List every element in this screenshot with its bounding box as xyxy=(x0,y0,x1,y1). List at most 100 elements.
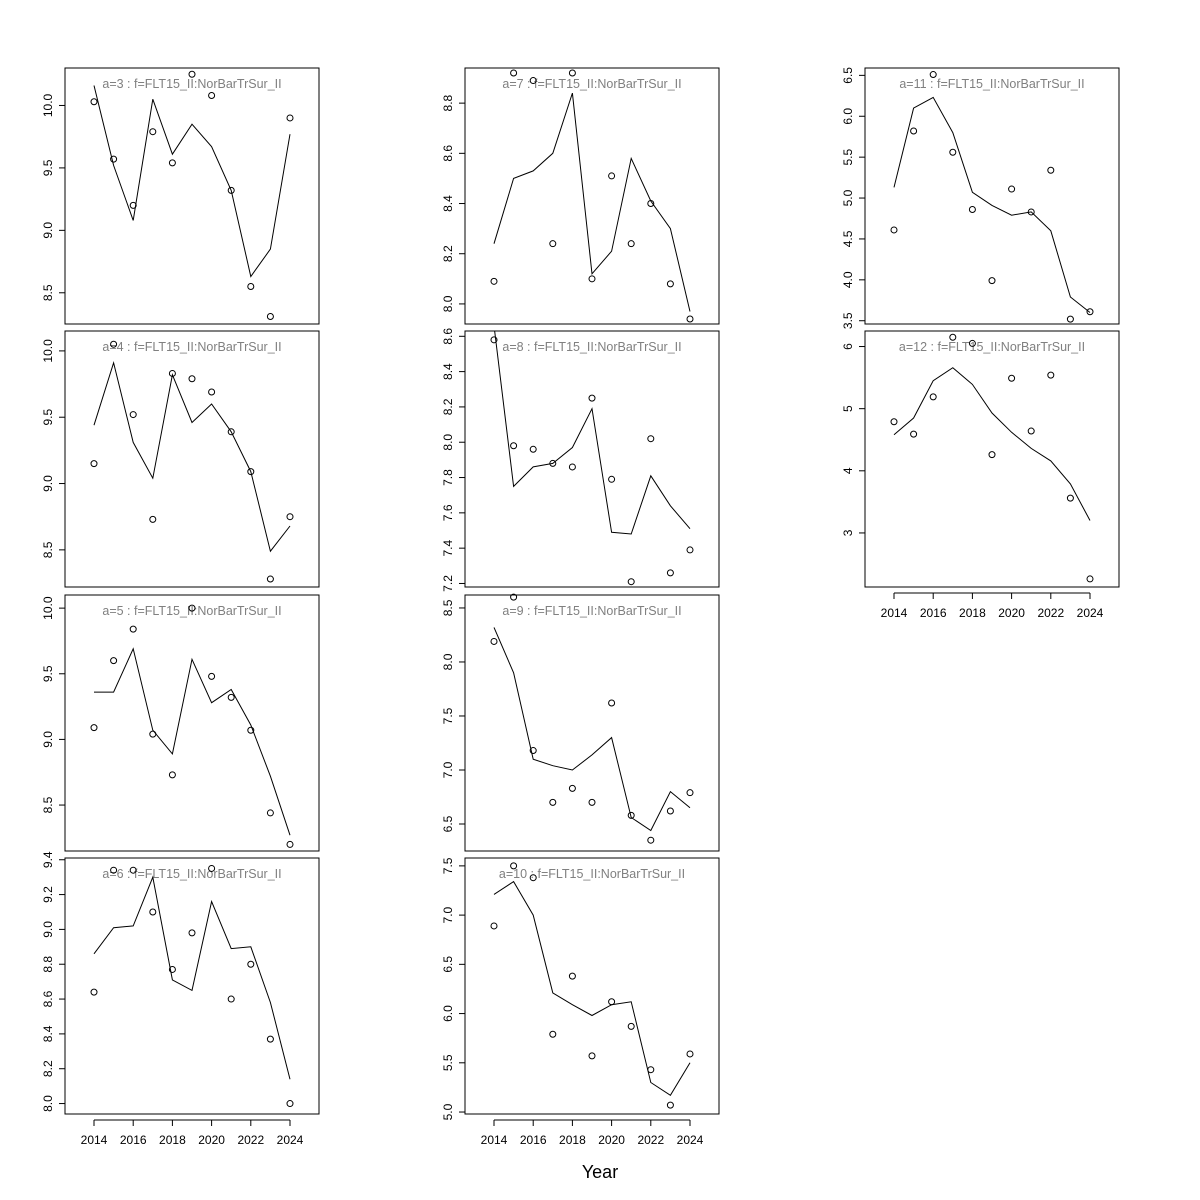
y-tick-label: 5.0 xyxy=(441,1103,455,1120)
observed-point xyxy=(510,862,518,870)
y-tick-label: 5.5 xyxy=(441,1054,455,1071)
x-tick-label: 2016 xyxy=(520,1133,547,1147)
observed-point xyxy=(1047,371,1055,379)
x-tick-label: 2020 xyxy=(198,1133,225,1147)
observed-point xyxy=(129,625,137,633)
y-tick-label: 8.8 xyxy=(441,94,455,111)
observed-point xyxy=(129,866,137,874)
plot-frame xyxy=(464,67,720,325)
panel-title: a=11 : f=FLT15_II:NorBarTrSur_II xyxy=(899,77,1084,91)
panel-a12: 3 4 5 6 a=12 : f=FLT15_II:NorBarTrSur_II 2014… xyxy=(841,330,1120,620)
panel-a11: 3.5 4.0 4.5 5.0 5.5 6.0 6.5 a=11 : f=FLT15_II:N… xyxy=(841,67,1120,329)
observed-point xyxy=(549,240,557,248)
panel-title: a=4 : f=FLT15_II:NorBarTrSur_II xyxy=(102,340,281,354)
observed-point xyxy=(627,578,635,586)
panel-a4: 8.5 9.0 9.5 10.0 a=4 : f=FLT15_II:NorBarTrSu… xyxy=(41,330,320,588)
observed-point xyxy=(529,747,537,755)
x-tick-label: 2018 xyxy=(159,1133,186,1147)
x-tick-label: 2022 xyxy=(1037,606,1064,620)
panel-a6: 8.0 8.2 8.4 8.6 8.8 9.0 9.2 9.4 a=6 : f=FLT15_II… xyxy=(41,851,320,1147)
observed-point xyxy=(90,988,98,996)
y-tick-label: 10.0 xyxy=(41,596,55,620)
observed-point xyxy=(90,98,98,106)
y-tick-label: 6.5 xyxy=(841,67,855,84)
y-tick-label: 5.0 xyxy=(841,189,855,206)
y-tick-label: 8.2 xyxy=(41,1060,55,1077)
observed-point xyxy=(588,394,596,402)
observed-point xyxy=(627,1022,635,1030)
observed-point xyxy=(227,693,235,701)
observed-point xyxy=(129,411,137,419)
observed-point xyxy=(1027,427,1035,435)
observed-point xyxy=(110,155,118,163)
observed-point xyxy=(149,128,157,136)
observed-point xyxy=(549,1030,557,1038)
observed-point xyxy=(208,388,216,396)
x-tick-label: 2016 xyxy=(920,606,947,620)
observed-point xyxy=(168,965,176,973)
panel-title: a=6 : f=FLT15_II:NorBarTrSur_II xyxy=(102,867,281,881)
y-tick-label: 7.8 xyxy=(441,469,455,486)
observed-point xyxy=(227,428,235,436)
observed-point xyxy=(247,283,255,291)
panel-title: a=10 : f=FLT15_II:NorBarTrSur_II xyxy=(499,867,685,881)
fitted-line xyxy=(493,627,691,832)
observed-point xyxy=(666,807,674,815)
observed-point xyxy=(510,442,518,450)
x-tick-label: 2022 xyxy=(637,1133,664,1147)
observed-point xyxy=(568,69,576,77)
y-tick-label: 4.0 xyxy=(841,271,855,288)
observed-point xyxy=(208,672,216,680)
observed-point xyxy=(1027,208,1035,216)
observed-point xyxy=(227,995,235,1003)
observed-point xyxy=(286,513,294,521)
observed-point xyxy=(1086,575,1094,583)
y-tick-label: 9.5 xyxy=(41,665,55,682)
observed-point xyxy=(568,972,576,980)
observed-point xyxy=(647,200,655,208)
observed-point xyxy=(168,369,176,377)
y-tick-label: 8.5 xyxy=(41,541,55,558)
observed-point xyxy=(208,864,216,872)
plot-frame xyxy=(864,67,1120,325)
y-tick-label: 4.5 xyxy=(841,230,855,247)
observed-point xyxy=(568,463,576,471)
observed-point xyxy=(510,69,518,77)
y-tick-label: 7.0 xyxy=(441,906,455,923)
y-tick-label: 8.0 xyxy=(441,434,455,451)
observed-point xyxy=(188,604,196,612)
x-tick-label: 2014 xyxy=(881,606,908,620)
observed-point xyxy=(529,874,537,882)
y-tick-label: 9.0 xyxy=(41,731,55,748)
observed-point xyxy=(949,148,957,156)
observed-point xyxy=(129,201,137,209)
y-tick-label: 7.5 xyxy=(441,857,455,874)
panel-a10: 5.0 5.5 6.0 6.5 7.0 7.5 a=10 : f=FLT15_II:NorB… xyxy=(441,857,720,1147)
observed-point xyxy=(510,593,518,601)
y-tick-label: 8.6 xyxy=(441,328,455,345)
fitted-line xyxy=(93,875,291,1080)
observed-point xyxy=(929,393,937,401)
x-tick-label: 2016 xyxy=(120,1133,147,1147)
panel-a3: 8.5 9.0 9.5 10.0 a=3 : f=FLT15_II:NorBarTrSu… xyxy=(41,67,320,325)
observed-point xyxy=(627,240,635,248)
observed-point xyxy=(266,575,274,583)
observed-point xyxy=(910,127,918,135)
fitted-line xyxy=(93,360,291,553)
panel-a7: 8.0 8.2 8.4 8.6 8.8 a=7 : f=FLT15_II:NorBarTr… xyxy=(441,67,720,325)
observed-point xyxy=(490,277,498,285)
observed-point xyxy=(1066,315,1074,323)
x-tick-label: 2014 xyxy=(481,1133,508,1147)
observed-point xyxy=(608,172,616,180)
observed-point xyxy=(1008,374,1016,382)
y-tick-label: 8.0 xyxy=(41,1095,55,1112)
y-tick-label: 5.5 xyxy=(841,148,855,165)
plot-frame xyxy=(864,330,1120,588)
y-tick-label: 7.4 xyxy=(441,539,455,556)
fitted-line xyxy=(93,85,291,278)
observed-point xyxy=(647,836,655,844)
observed-point xyxy=(227,186,235,194)
observed-point xyxy=(529,77,537,85)
observed-point xyxy=(1047,166,1055,174)
x-tick-label: 2018 xyxy=(959,606,986,620)
